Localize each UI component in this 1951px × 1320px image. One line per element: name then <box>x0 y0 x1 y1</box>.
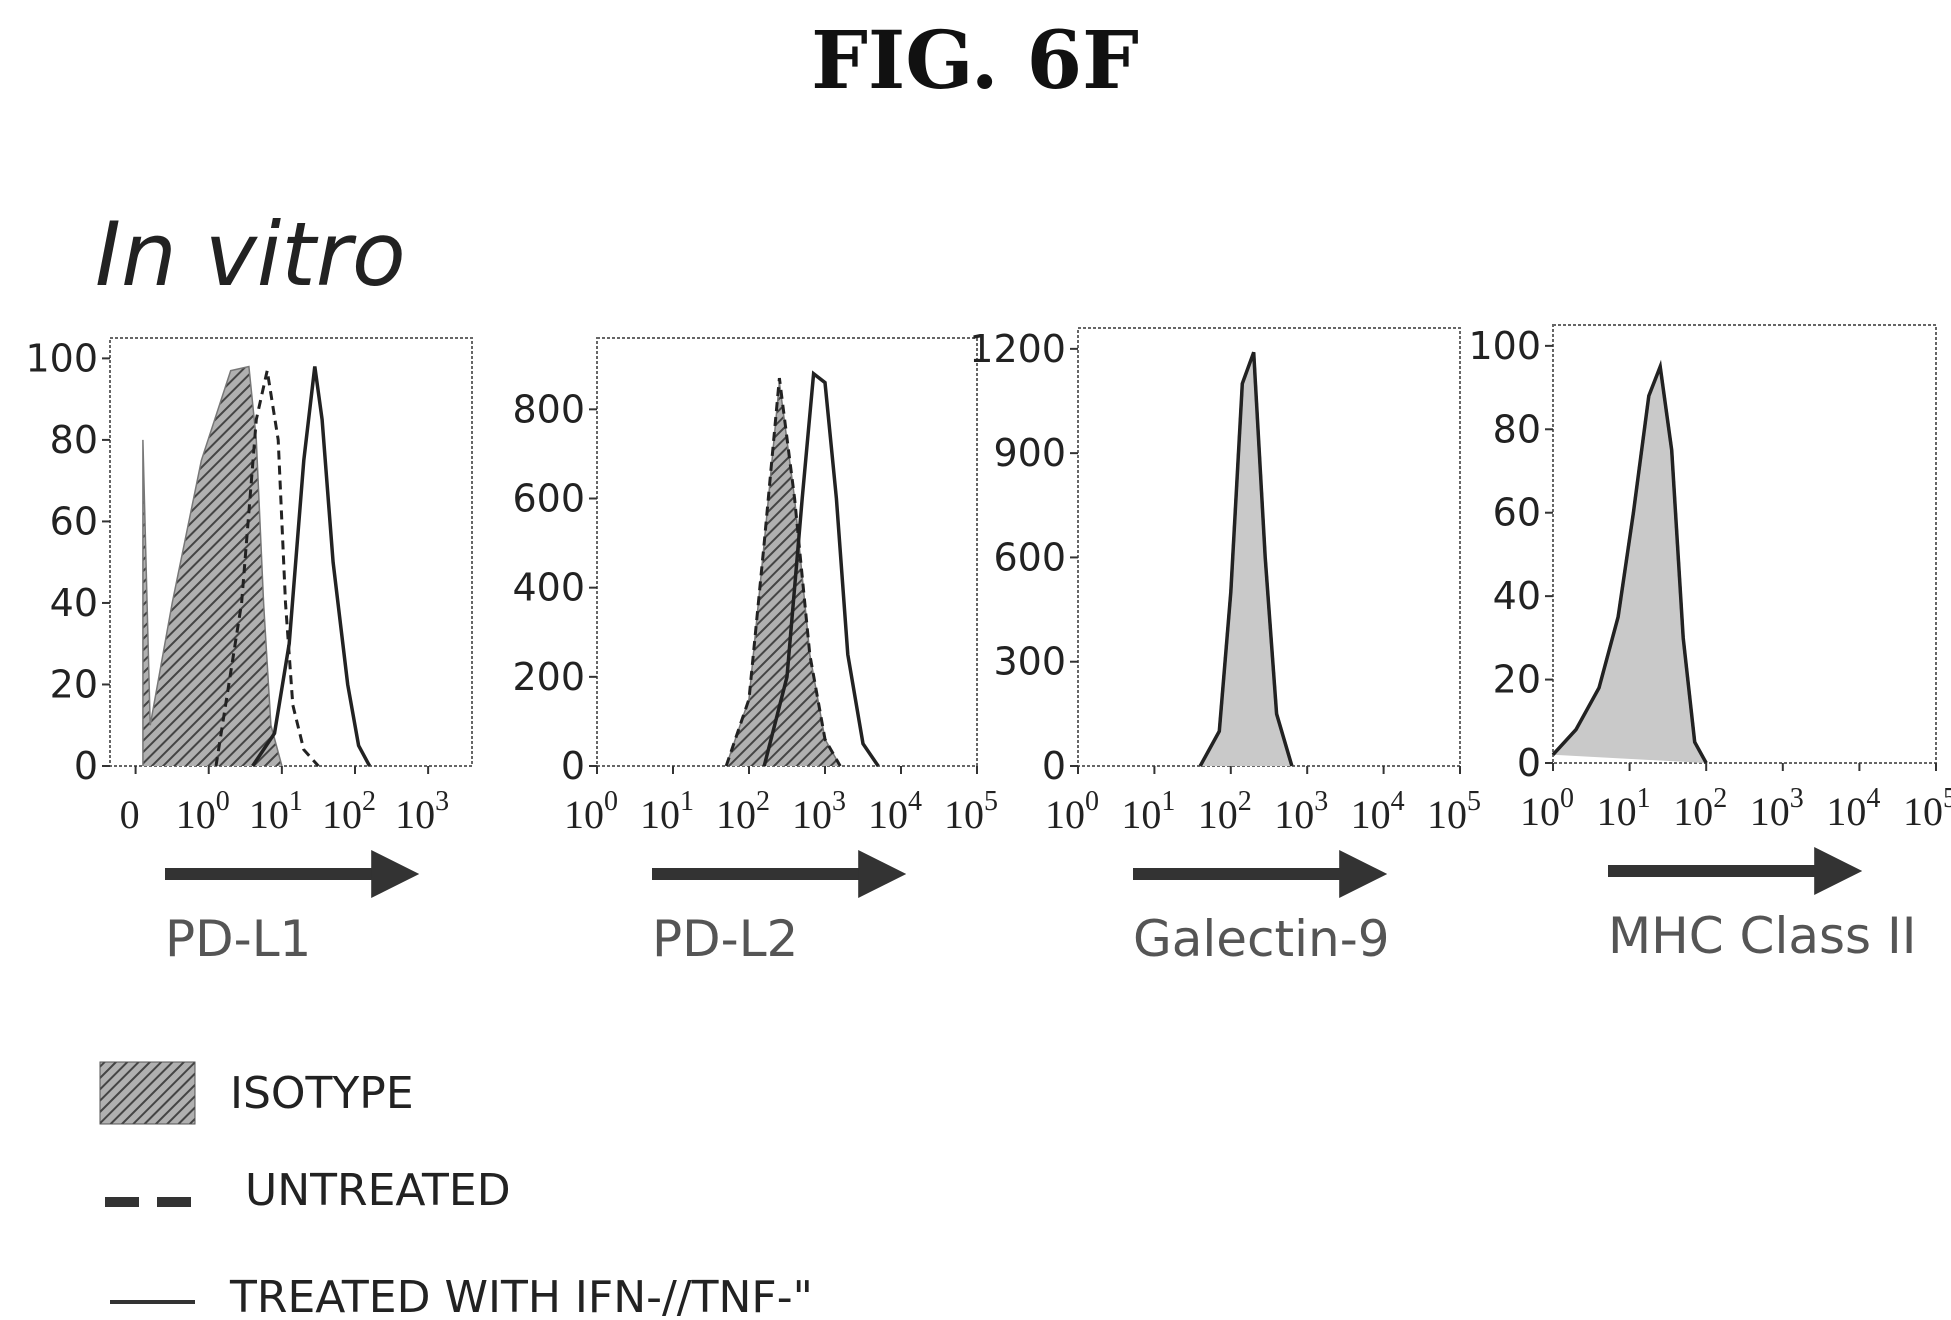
x-tick-label: 103 <box>792 786 846 837</box>
legend-label-treated: TREATED WITH IFN-//TNF-" <box>229 1272 813 1320</box>
x-tick-label: 101 <box>1597 783 1651 834</box>
x-tick-label: 100 <box>1520 783 1574 834</box>
x-axis-label: PD-L2 <box>652 910 798 968</box>
section-title: In vitro <box>95 203 406 306</box>
y-tick-label: 0 <box>561 744 585 788</box>
x-tick-label: 103 <box>395 786 449 837</box>
y-tick-label: 1200 <box>969 327 1066 371</box>
series-shaded <box>1553 366 1707 763</box>
y-tick-label: 200 <box>512 655 585 699</box>
legend: ISOTYPE UNTREATED TREATED WITH IFN-//TNF… <box>99 1061 813 1320</box>
legend-swatch-hatched <box>99 1061 196 1125</box>
series-isotype <box>725 382 841 767</box>
y-tick-label: 20 <box>50 662 98 706</box>
y-tick-label: 0 <box>1042 744 1066 788</box>
legend-label-untreated: UNTREATED <box>245 1165 511 1216</box>
figure-title: FIG. 6F <box>811 13 1139 107</box>
series-solid <box>251 366 372 767</box>
x-tick-label: 102 <box>716 786 770 837</box>
y-tick-label: 600 <box>512 477 585 521</box>
x-tick-label: 100 <box>564 786 618 837</box>
y-tick-label: 40 <box>50 581 98 625</box>
panel-pd-l1: 0 20 40 60 80 100 0 100 101 102 103 PD-L1 <box>25 336 473 968</box>
x-tick-label: 102 <box>1673 783 1727 834</box>
y-tick-label: 60 <box>50 499 98 543</box>
legend-item-untreated: UNTREATED <box>105 1165 511 1216</box>
x-axis-label: Galectin-9 <box>1133 910 1390 968</box>
plot-frame <box>1552 324 1937 764</box>
x-axis-label: PD-L1 <box>165 910 311 968</box>
x-tick-label: 104 <box>868 786 922 837</box>
y-tick-label: 800 <box>512 387 585 431</box>
x-tick-label: 101 <box>249 786 303 837</box>
y-tick-label: 20 <box>1493 658 1541 702</box>
panel-galectin-9: 0 300 600 900 1200 100 101 102 103 104 105 Galectin… <box>969 327 1481 968</box>
series-solid <box>1198 351 1294 767</box>
x-tick-label: 102 <box>322 786 376 837</box>
x-tick-label: 104 <box>1826 783 1880 834</box>
y-tick-label: 400 <box>512 566 585 610</box>
series-shaded <box>1200 352 1292 766</box>
y-tick-label: 900 <box>993 431 1066 475</box>
legend-item-treated: TREATED WITH IFN-//TNF-" <box>110 1272 813 1320</box>
x-tick-label: 105 <box>1903 783 1951 834</box>
legend-item-isotype: ISOTYPE <box>99 1061 414 1125</box>
x-tick-label: 101 <box>1121 786 1175 837</box>
y-tick-label: 0 <box>1517 741 1541 785</box>
y-tick-label: 40 <box>1493 574 1541 618</box>
x-tick-label: 103 <box>1274 786 1328 837</box>
y-tick-label: 60 <box>1493 491 1541 535</box>
x-tick-label: 103 <box>1750 783 1804 834</box>
x-tick-label: 105 <box>944 786 998 837</box>
panel-mhc-class-ii: 0 20 40 60 80 100 100 101 102 103 104 105 MHC Class … <box>1468 324 1951 965</box>
legend-label-isotype: ISOTYPE <box>230 1068 414 1119</box>
x-axis-label: MHC Class II <box>1608 907 1916 965</box>
series-dashed <box>724 377 842 767</box>
y-tick-label: 600 <box>993 535 1066 579</box>
x-tick-label: 102 <box>1198 786 1252 837</box>
y-tick-label: 80 <box>50 418 98 462</box>
panel-pd-l2: 0 200 400 600 800 100 101 102 103 104 105 PD-L2 <box>512 337 998 968</box>
x-tick-label: 105 <box>1427 786 1481 837</box>
series-dashed <box>214 370 320 768</box>
y-tick-label: 0 <box>74 744 98 788</box>
x-tick-label: 100 <box>176 786 230 837</box>
series-solid <box>1551 359 1708 764</box>
plot-frame <box>109 337 473 767</box>
y-tick-label: 100 <box>1468 324 1541 368</box>
x-tick-label: 104 <box>1351 786 1405 837</box>
x-tick-label: 0 <box>120 792 140 837</box>
x-tick-label: 100 <box>1045 786 1099 837</box>
x-tick-label: 101 <box>640 786 694 837</box>
y-tick-label: 100 <box>25 336 98 380</box>
series-solid <box>762 370 880 767</box>
y-tick-label: 80 <box>1493 407 1541 451</box>
y-tick-label: 300 <box>993 640 1066 684</box>
series-isotype <box>142 365 283 767</box>
